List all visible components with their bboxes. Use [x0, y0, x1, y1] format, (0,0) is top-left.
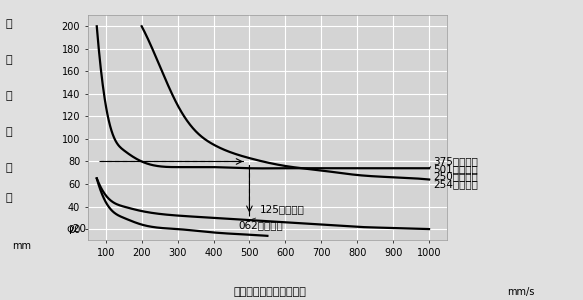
Text: mm/s: mm/s [507, 287, 535, 297]
Text: シ　リ　ン　ダ　速　度: シ リ ン ダ 速 度 [233, 287, 306, 297]
Text: リ: リ [6, 55, 12, 65]
Text: ン: ン [6, 91, 12, 101]
Text: 250シリーズ: 250シリーズ [433, 171, 478, 181]
Text: シ: シ [6, 19, 12, 29]
Text: φ20: φ20 [66, 224, 86, 234]
Text: ダ: ダ [6, 127, 12, 137]
Text: 254シリーズ: 254シリーズ [433, 179, 478, 189]
Text: 125シリーズ: 125シリーズ [252, 204, 305, 219]
Text: 内: 内 [6, 163, 12, 173]
Text: 径: 径 [6, 193, 12, 203]
Text: mm: mm [12, 241, 31, 251]
Text: 062シリーズ: 062シリーズ [238, 220, 283, 234]
Text: 375シリーズ: 375シリーズ [433, 157, 478, 166]
Text: 501シリーズ: 501シリーズ [433, 164, 478, 174]
